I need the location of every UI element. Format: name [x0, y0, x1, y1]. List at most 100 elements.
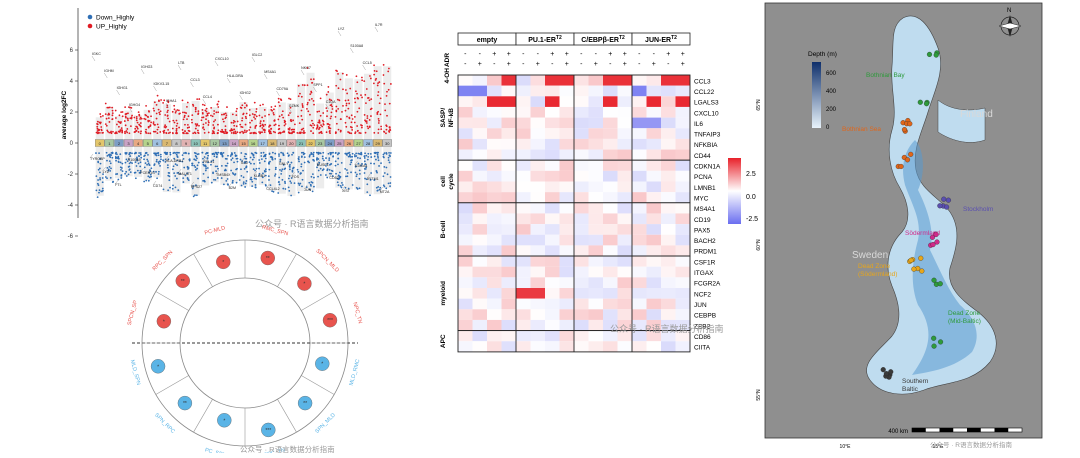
heatmap-cell — [472, 117, 487, 129]
volcano-label-leader — [89, 153, 94, 159]
volcano-up-point — [184, 130, 186, 132]
volcano-down-point — [187, 167, 190, 170]
volcano-up-point — [126, 117, 129, 120]
heatmap-cell — [516, 202, 531, 214]
volcano-up-point — [190, 118, 193, 121]
volcano-label-leader — [304, 184, 308, 190]
lon-tick-label: 10°E — [840, 444, 852, 450]
volcano-up-point — [281, 110, 284, 113]
volcano-down-point — [284, 182, 287, 185]
volcano-down-point — [157, 161, 160, 164]
volcano-down-point — [144, 154, 146, 157]
depth-legend-tick: 200 — [826, 107, 837, 113]
volcano-down-point — [354, 171, 357, 174]
volcano-cluster-bg — [105, 106, 114, 143]
volcano-cluster-bg — [191, 100, 200, 143]
volcano-down-point — [134, 152, 137, 155]
volcano-up-point — [191, 121, 193, 124]
volcano-cluster-bg — [344, 78, 353, 143]
volcano-up-point — [353, 116, 356, 118]
volcano-down-point — [286, 152, 289, 155]
volcano-up-point — [236, 107, 238, 110]
volcano-down-point — [225, 158, 228, 160]
heatmap-cell — [617, 170, 632, 182]
volcano-up-point — [108, 121, 111, 123]
volcano-up-point — [306, 108, 308, 110]
heatmap-cell — [675, 309, 690, 320]
volcano-up-point — [229, 129, 232, 132]
volcano-down-point — [164, 160, 167, 163]
volcano-up-point — [360, 126, 363, 129]
heatmap-group-header — [631, 32, 691, 46]
volcano-up-point — [328, 127, 330, 130]
volcano-down-point — [160, 155, 162, 158]
volcano-up-point — [337, 107, 340, 110]
heatmap-cell — [487, 149, 502, 161]
volcano-up-point — [287, 114, 290, 117]
volcano-up-point — [248, 129, 251, 131]
volcano-up-point — [388, 131, 391, 133]
volcano-up-point — [373, 131, 376, 134]
heatmap-cell — [458, 330, 473, 342]
volcano-up-point — [282, 116, 285, 119]
heatmap-cell — [458, 245, 473, 257]
heatmap-cell — [516, 128, 531, 139]
volcano-down-point — [147, 162, 150, 165]
compass-icon — [998, 22, 1022, 30]
volcano-down-point — [300, 172, 302, 175]
volcano-up-point — [226, 131, 229, 134]
volcano-up-point — [250, 132, 253, 134]
volcano-up-point — [241, 126, 244, 128]
volcano-down-point — [356, 173, 358, 176]
heatmap-cell — [646, 181, 661, 193]
volcano-down-point — [182, 158, 185, 160]
volcano-up-point — [278, 115, 281, 118]
legend-up-label: UP_Highly — [96, 24, 127, 31]
volcano-up-point — [214, 119, 217, 121]
volcano-down-point — [147, 179, 150, 182]
volcano-cluster-bg — [229, 112, 238, 143]
volcano-gene-label-up: CXCL10 — [215, 57, 229, 61]
volcano-down-point — [181, 154, 184, 157]
heatmap-cell — [588, 319, 603, 331]
heatmap-cell — [603, 202, 618, 214]
volcano-down-point — [328, 159, 331, 161]
heatmap-cell — [646, 234, 661, 246]
volcano-down-point — [112, 180, 115, 183]
volcano-down-point — [207, 154, 210, 157]
volcano-down-point — [264, 157, 267, 160]
volcano-up-point — [328, 130, 331, 133]
volcano-label-leader — [91, 55, 96, 62]
volcano-up-point — [311, 82, 313, 84]
volcano-down-point — [339, 184, 342, 187]
heatmap-cell — [458, 75, 473, 86]
volcano-down-point — [192, 195, 195, 198]
volcano-up-point — [302, 131, 304, 134]
volcano-gene-label-up: CD79A — [277, 87, 289, 91]
volcano-down-point — [124, 161, 127, 164]
volcano-up-point — [96, 122, 98, 125]
volcano-up-point — [221, 131, 224, 133]
volcano-up-point — [334, 131, 337, 134]
volcano-down-point — [375, 186, 378, 189]
heatmap-cell — [646, 106, 661, 118]
volcano-up-point — [127, 112, 129, 115]
volcano-up-point — [222, 130, 225, 133]
station-marker — [931, 335, 937, 341]
heatmap-cell — [458, 277, 473, 288]
volcano-up-point — [126, 128, 129, 130]
volcano-up-point — [301, 103, 304, 105]
heatmap-cell — [632, 106, 647, 118]
heatmap-cell — [501, 213, 516, 225]
volcano-up-point — [158, 99, 160, 102]
volcano-down-point — [225, 179, 228, 182]
volcano-up-point — [271, 109, 274, 112]
heatmap-cell — [632, 234, 647, 246]
volcano-down-point — [215, 152, 218, 155]
heatmap-cell — [617, 256, 632, 267]
volcano-up-point — [195, 125, 198, 127]
volcano-up-point — [344, 121, 347, 124]
volcano-down-point — [108, 160, 111, 163]
volcano-up-point — [147, 110, 150, 112]
